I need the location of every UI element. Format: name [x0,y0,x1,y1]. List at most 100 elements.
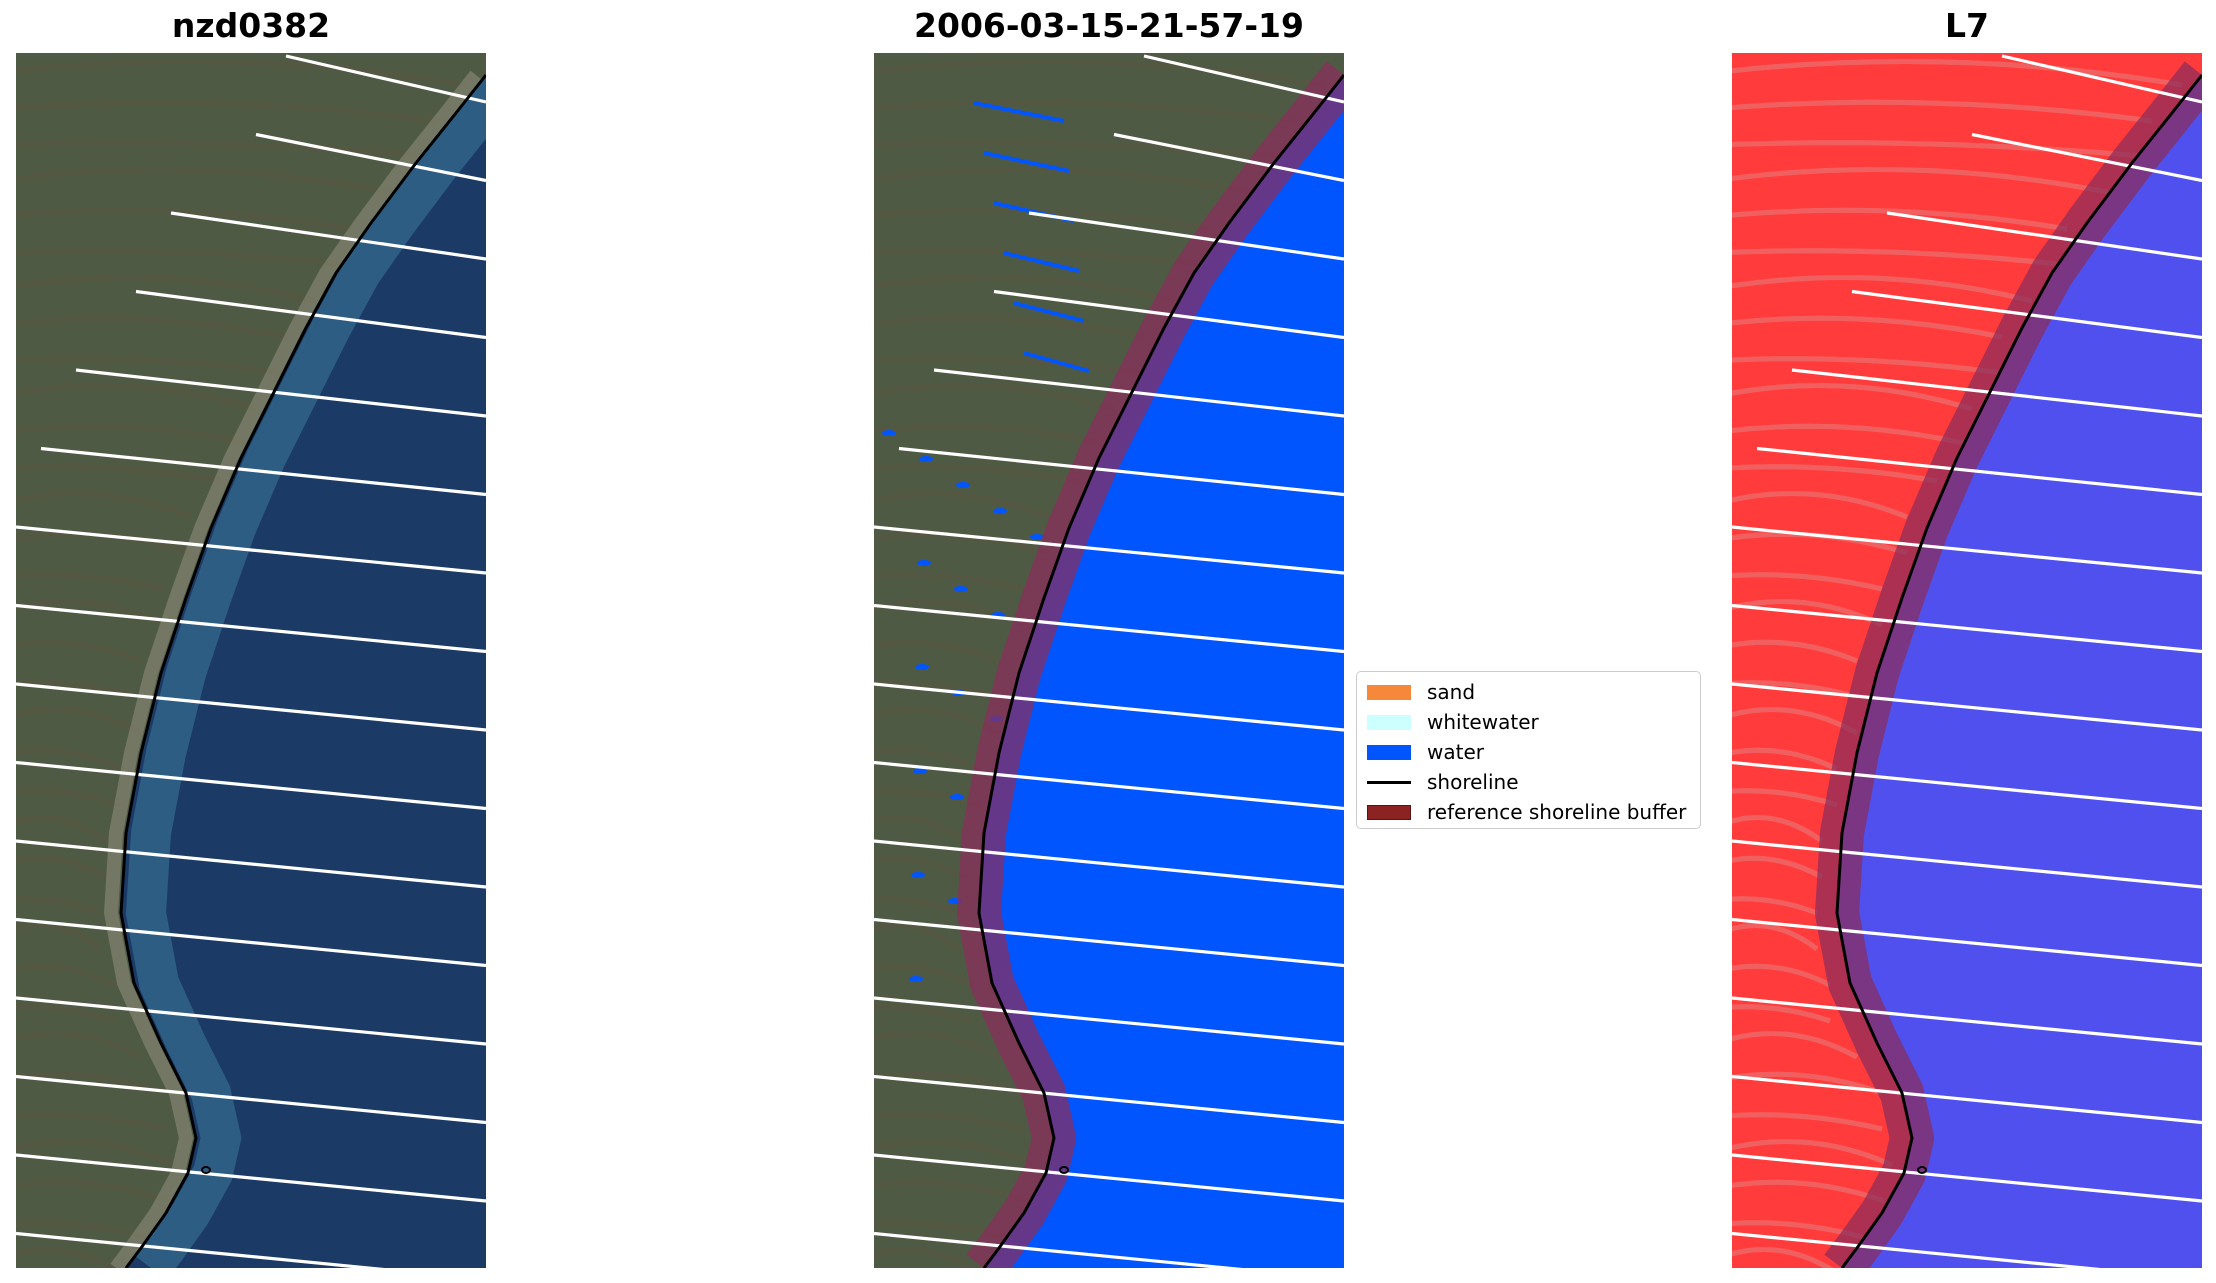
terrain-ridge [16,166,397,196]
terrain-ridge [1732,58,2183,88]
transect-line [874,917,1344,968]
sand-swatch [1367,684,1411,700]
terrain-ridge [16,1031,143,1060]
surf-zone [125,74,486,1268]
classified-water-pixels [1030,534,1044,540]
terrain-ridge [1732,1112,1883,1132]
classified-water-pixels [950,794,964,800]
shoreline-islet [1059,1166,1069,1174]
transect-line [16,917,486,968]
terrain-ridge [16,572,167,592]
classified-water-pixels [909,976,923,982]
terrain-ridge [874,572,1025,592]
terrain-ridge [874,423,1115,448]
panel-title-mndwi: L7 [1945,6,1989,45]
terrain-ridge [1732,923,1819,951]
legend-label: whitewater [1427,710,1539,734]
terrain-ridge [1732,315,2003,340]
transect-line [1028,211,1344,261]
terrain-ridge [16,747,123,772]
terrain-ridge [1732,855,1824,880]
terrain-ridge [874,788,980,808]
sea-area [121,53,486,1268]
terrain-ridge [1732,1138,1894,1168]
terrain-ridge [1732,1112,1883,1132]
shoreline-trace [119,74,486,1268]
terrain-ridge [1732,1179,1885,1204]
terrain-ridge [16,248,352,268]
terrain-ridge [16,747,123,772]
legend-entry-buffer: reference shoreline buffer [1367,797,1690,827]
terrain-ridge [1732,707,1859,736]
transect-line [1732,1153,2202,1203]
transect-line [1732,525,2202,575]
shoreline-islet [1917,1166,1927,1174]
terrain-ridge [1732,490,1908,520]
terrain-ridge [16,1112,167,1132]
terrain-ridge [874,490,1050,520]
terrain-ridge [874,1031,1001,1060]
terrain-ridge [874,788,980,808]
terrain-ridge [16,1179,169,1204]
terrain-ridge [1732,896,1818,916]
terrain-ridge [874,1246,976,1268]
terrain-ridge [16,315,287,340]
terrain-ridge [874,814,966,844]
terrain-ridge [16,1220,147,1240]
terrain-ridge [874,248,1210,268]
terrain-ridge [874,1112,1025,1132]
panel-title-classified: 2006-03-15-21-57-19 [914,6,1304,45]
transect-line [1886,211,2202,261]
legend: sand whitewater water shoreline referenc… [1356,671,1701,829]
terrain-ridge [1732,923,1819,951]
transect-line [1732,1231,2101,1268]
transect-line [874,1074,1344,1125]
terrain-ridge [16,896,102,916]
classified-water-pixels [913,768,927,774]
terrain-ridge [874,923,961,951]
terrain-ridge [1732,963,1832,988]
terrain-ridge [874,814,966,844]
transect-line [874,760,1344,811]
transect-line [16,525,486,575]
transect-line [874,682,1344,732]
transect-line [16,1153,486,1203]
terrain-ridge [1732,140,2153,160]
terrain-ridge [16,1004,115,1024]
terrain-ridge [874,855,966,880]
transect-line [16,839,486,889]
classified-image-panel [874,53,1344,1268]
terrain-ridge [16,963,116,988]
terrain-ridge [16,788,122,808]
terrain-ridge [16,464,222,484]
terrain-ridge [16,1112,167,1132]
mndwi-satellite-image [1732,53,2202,1268]
terrain-ridge [874,855,966,880]
transect-line [75,368,486,418]
terrain-ridge [1732,963,1832,988]
terrain-ridge [874,58,1325,88]
terrain-ridge [874,963,974,988]
terrain-ridge [874,1138,1036,1168]
terrain-ridge [874,1179,1027,1204]
terrain-ridge [1732,1031,1859,1060]
terrain-ridge [874,99,1295,124]
shoreline-line-swatch [1367,780,1411,784]
terrain-ridge [874,1112,1025,1132]
transect-line [40,446,486,497]
terrain-ridge [874,1179,1027,1204]
terrain-ridge [874,166,1255,196]
terrain-ridge [16,572,167,592]
terrain-ridge [874,464,1080,484]
terrain-ridge [874,1004,973,1024]
terrain-ridge [1732,572,1883,592]
terrain-ridge [1732,788,1838,808]
transect-line [16,760,486,811]
terrain-ridge [874,356,1145,376]
terrain-ridge [16,707,143,736]
terrain-ridge [1732,274,2033,304]
terrain-ridge [874,490,1050,520]
terrain-ridge [874,680,1000,700]
terrain-ridge [16,248,352,268]
terrain-ridge [874,639,1000,664]
